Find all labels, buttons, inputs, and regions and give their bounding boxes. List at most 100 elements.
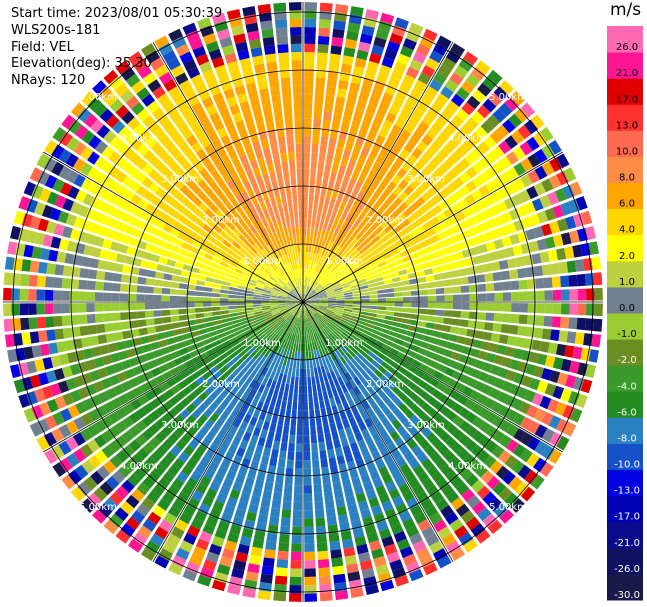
ray-gate xyxy=(192,397,203,408)
ray-gate xyxy=(151,107,165,120)
ray-gate xyxy=(512,348,523,360)
ray-gate xyxy=(270,397,277,407)
ray-gate xyxy=(222,172,232,183)
ray-gate xyxy=(309,278,313,287)
ray-gate xyxy=(296,296,303,302)
ray-gate xyxy=(476,198,489,211)
ray-gate xyxy=(236,295,245,299)
ray-gate xyxy=(342,241,350,250)
ray-gate xyxy=(430,258,440,267)
ray-gate xyxy=(518,189,531,203)
ray-gate xyxy=(365,275,375,282)
ray-gate xyxy=(271,344,278,353)
ray-gate xyxy=(232,367,242,376)
ray-gate xyxy=(213,473,225,485)
ray-gate xyxy=(226,373,236,383)
ray-gate xyxy=(359,361,368,370)
ray-gate xyxy=(225,329,235,336)
ray-gate xyxy=(219,243,229,252)
ray-gate xyxy=(310,160,318,170)
ray-gate xyxy=(292,342,297,352)
ray-gate xyxy=(130,328,140,338)
ray-gate xyxy=(179,276,189,284)
ray-gate xyxy=(303,295,309,302)
ray-gate xyxy=(269,233,276,243)
ray-gate xyxy=(182,22,198,35)
ray-gate xyxy=(346,324,355,331)
ray-gate xyxy=(285,313,292,321)
ray-gate xyxy=(485,352,496,363)
ray-gate xyxy=(346,273,355,280)
ray-gate xyxy=(53,223,65,236)
ray-gate xyxy=(375,107,387,119)
ray-gate xyxy=(83,476,98,491)
ray-gate xyxy=(325,260,333,269)
ray-gate xyxy=(273,354,279,363)
ray-gate xyxy=(374,225,384,235)
ray-gate xyxy=(280,320,288,328)
ray-gate xyxy=(250,98,261,109)
ray-gate xyxy=(289,426,296,436)
ray-gate xyxy=(321,279,329,287)
ray-gate xyxy=(304,35,316,44)
ray-gate xyxy=(244,240,253,249)
ray-gate xyxy=(391,321,401,328)
ray-gate xyxy=(175,203,186,214)
ray-gate xyxy=(289,10,302,19)
ray-gate xyxy=(162,540,177,554)
ray-gate xyxy=(268,277,276,284)
ray-gate xyxy=(20,317,30,331)
ray-gate xyxy=(60,408,73,422)
ray-gate xyxy=(263,549,276,559)
ray-gate xyxy=(278,305,287,309)
ray-gate xyxy=(306,277,310,286)
ray-gate xyxy=(329,197,336,207)
ray-gate xyxy=(244,450,254,461)
ray-gate xyxy=(269,275,277,283)
ray-gate xyxy=(335,3,349,14)
ray-gate xyxy=(280,442,288,452)
ray-gate xyxy=(580,379,593,394)
ray-gate xyxy=(219,399,229,410)
ray-gate xyxy=(488,497,503,512)
ray-gate xyxy=(229,68,242,80)
ray-gate xyxy=(398,414,409,425)
ray-gate xyxy=(280,289,289,295)
ray-gate xyxy=(277,390,284,400)
ray-gate xyxy=(158,519,173,533)
ray-gate xyxy=(204,143,215,155)
ray-gate xyxy=(291,535,302,544)
ray-gate xyxy=(229,244,238,253)
range-ring-label: 2.00km xyxy=(202,215,240,226)
ray-gate xyxy=(344,302,353,305)
ray-gate xyxy=(226,123,237,135)
ray-gate xyxy=(144,203,156,214)
ray-gate xyxy=(276,466,285,476)
ray-gate xyxy=(284,110,293,120)
ray-gate xyxy=(388,104,401,116)
ray-gate xyxy=(202,69,216,81)
ray-gate xyxy=(344,141,354,152)
ray-gate xyxy=(221,318,231,324)
ray-gate xyxy=(352,296,362,300)
ray-gate xyxy=(383,454,394,465)
ray-gate xyxy=(326,272,334,280)
ray-gate xyxy=(266,61,278,72)
ray-gate xyxy=(330,361,337,371)
ray-gate xyxy=(362,358,371,367)
ray-gate xyxy=(381,92,394,104)
ray-gate xyxy=(26,230,37,244)
ray-gate xyxy=(219,205,230,215)
ray-gate xyxy=(472,161,485,174)
ray-gate xyxy=(185,114,198,127)
ray-gate xyxy=(418,231,429,241)
ray-gate xyxy=(572,244,583,258)
ray-gate xyxy=(303,327,305,336)
ray-gate xyxy=(384,84,397,96)
ray-gate xyxy=(214,406,225,417)
ray-gate xyxy=(335,590,349,601)
ray-gate xyxy=(378,465,390,477)
ray-gate xyxy=(476,274,486,283)
ray-gate xyxy=(109,455,123,469)
ray-gate xyxy=(158,71,173,85)
